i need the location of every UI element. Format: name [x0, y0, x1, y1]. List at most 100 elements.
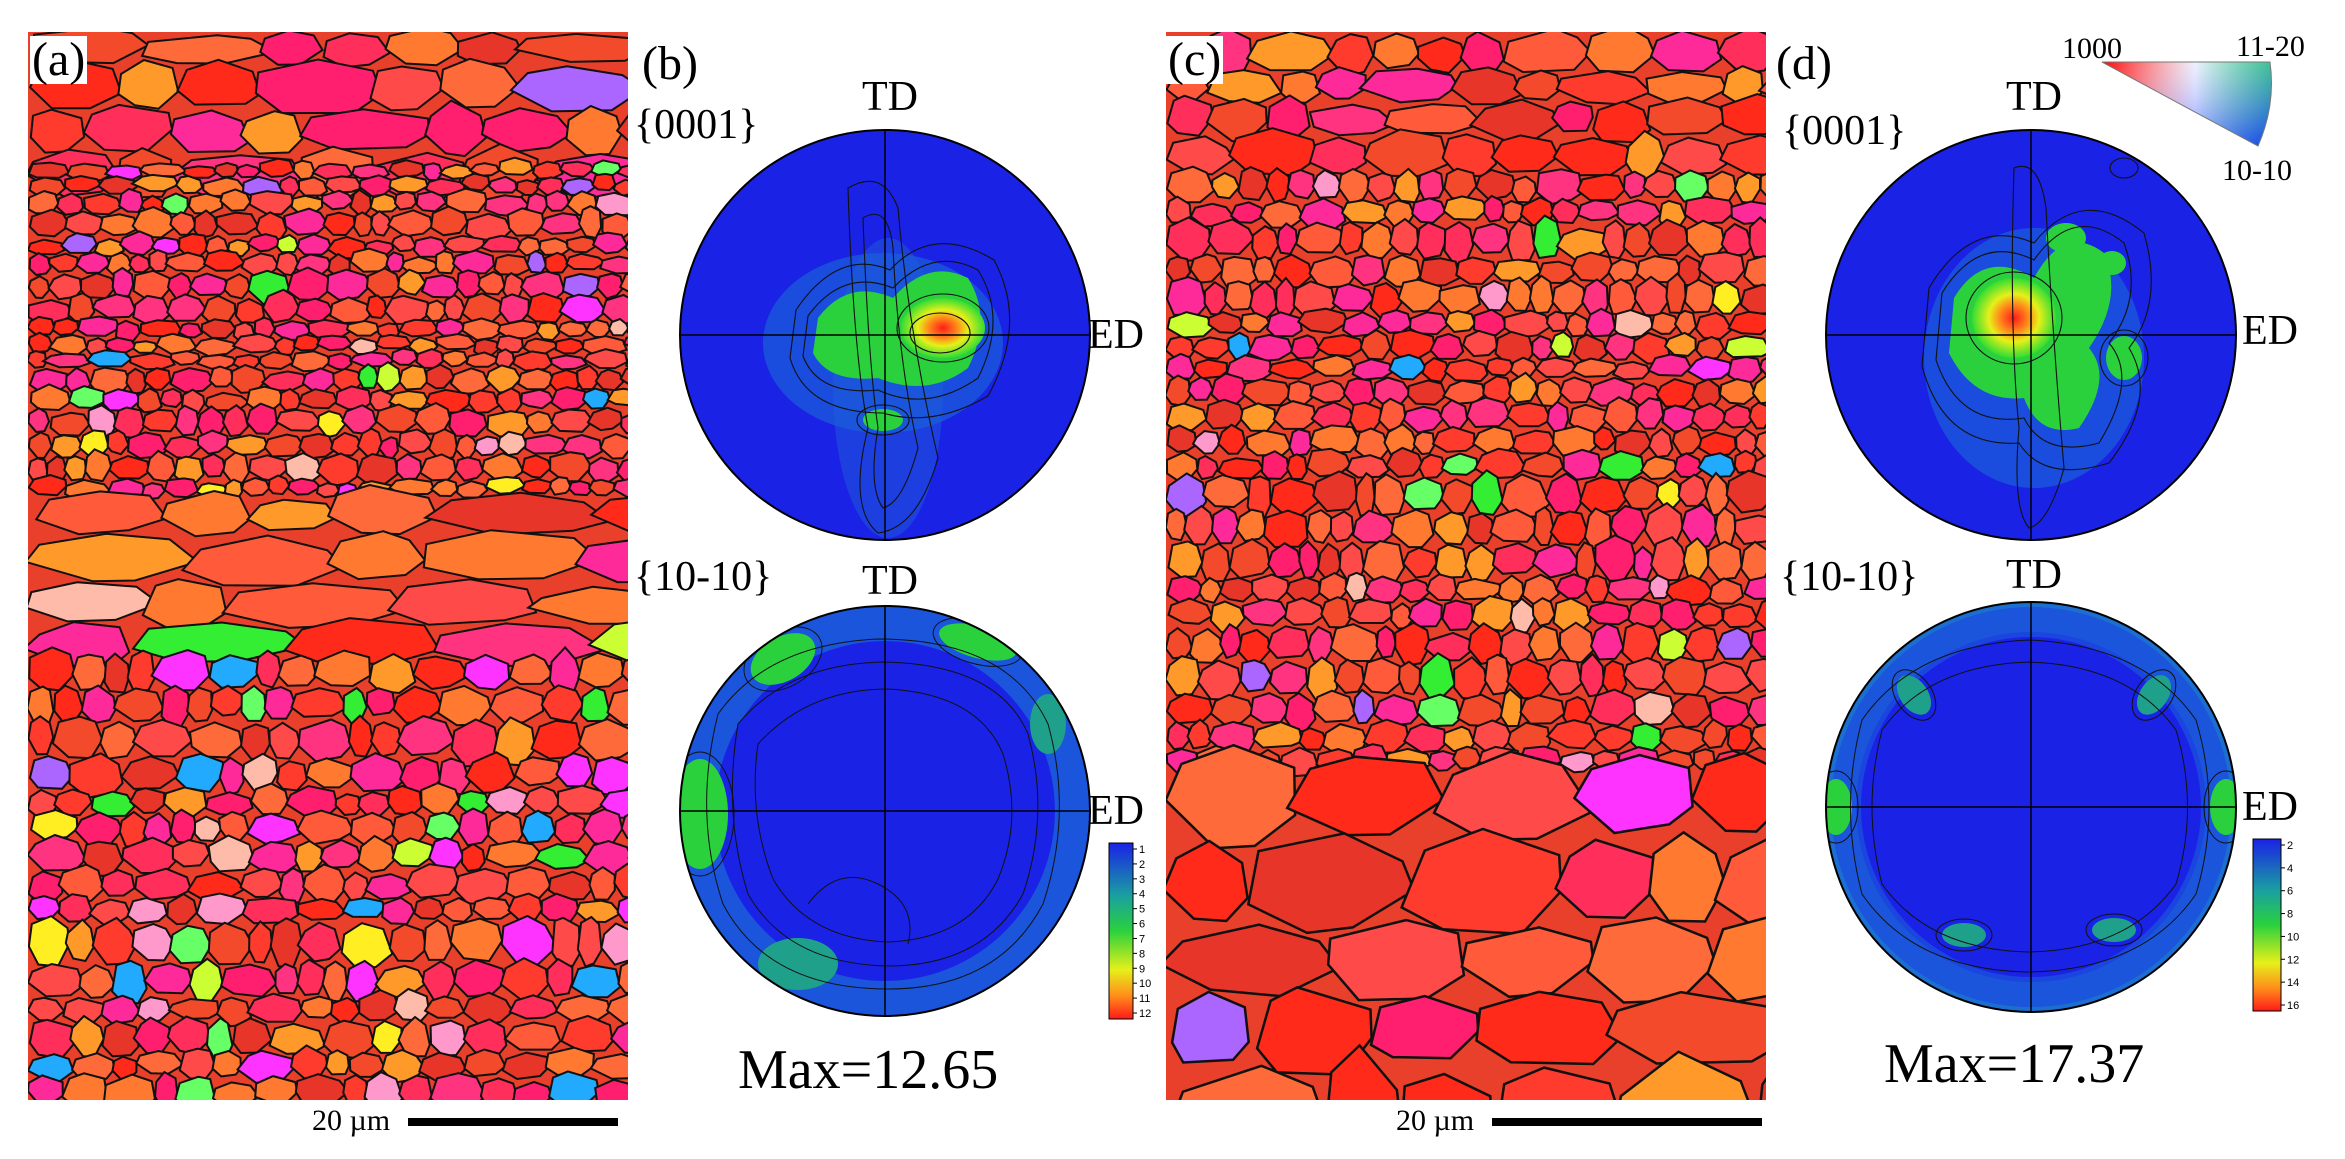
grain: [148, 248, 169, 273]
grain: [1565, 312, 1590, 338]
grain: [396, 714, 456, 757]
grain: [1239, 312, 1271, 334]
grain: [63, 455, 88, 482]
grain: [554, 337, 586, 355]
grain: [1198, 576, 1223, 604]
grain: [208, 365, 235, 388]
grain: [498, 156, 534, 176]
grain: [1427, 749, 1457, 772]
grain: [1660, 598, 1698, 631]
grain: [1363, 575, 1405, 604]
grain: [246, 992, 303, 1023]
grain: [445, 187, 488, 214]
grain: [1189, 253, 1224, 284]
grain: [1178, 1064, 1319, 1100]
grain: [625, 325, 628, 334]
grain: [525, 585, 628, 625]
grain: [223, 272, 252, 300]
grain: [1268, 660, 1309, 695]
grain: [1696, 452, 1736, 479]
grain: [188, 721, 244, 759]
grain: [1267, 358, 1318, 380]
grain: [296, 958, 326, 997]
grain: [620, 414, 628, 435]
grain: [1474, 168, 1517, 201]
grain: [60, 1072, 109, 1100]
grain: [1490, 134, 1560, 173]
grain: [386, 578, 538, 626]
grain: [183, 165, 219, 179]
grain: [1359, 328, 1392, 361]
grain: [577, 204, 603, 239]
grain: [1229, 201, 1264, 224]
grain: [1286, 453, 1308, 481]
grain: [620, 813, 628, 840]
grain: [132, 340, 158, 354]
grain: [1442, 195, 1490, 221]
grain: [1613, 308, 1655, 340]
grain: [1402, 1072, 1492, 1100]
grain: [209, 684, 245, 717]
grain: [290, 350, 332, 373]
grain: [1190, 336, 1231, 360]
grain: [411, 655, 470, 691]
grain: [520, 809, 556, 844]
grain: [1499, 687, 1523, 728]
grain: [547, 1070, 601, 1100]
grain: [387, 784, 423, 817]
grain: [462, 653, 511, 691]
grain: [316, 410, 348, 439]
grain: [128, 787, 166, 815]
td-label-d2: TD: [2006, 552, 2062, 598]
grain: [57, 893, 95, 923]
grain: [98, 213, 140, 237]
grain: [1241, 377, 1293, 407]
grain: [1223, 280, 1255, 311]
grain: [134, 867, 193, 901]
grain: [506, 207, 545, 237]
grain: [622, 336, 628, 347]
grain: [1716, 32, 1766, 75]
grain: [1607, 258, 1640, 283]
grain: [1312, 470, 1359, 513]
grain: [294, 1073, 350, 1100]
grain: [1551, 100, 1594, 133]
grain: [276, 233, 299, 254]
grain: [275, 408, 323, 432]
grain: [1558, 376, 1594, 404]
panel-label-b: (b): [640, 37, 700, 90]
panel-label-c: (c): [1166, 33, 1224, 86]
grain: [520, 478, 552, 495]
legend-tick-label: 7: [1139, 933, 1145, 945]
grain: [28, 962, 85, 998]
grain: [1475, 990, 1624, 1066]
grain: [1534, 356, 1579, 378]
grain: [434, 317, 466, 337]
grain: [1418, 453, 1446, 480]
grain: [167, 997, 220, 1021]
grain: [1746, 694, 1766, 727]
grain: [1502, 32, 1593, 74]
grain: [573, 539, 628, 584]
grain: [1408, 311, 1450, 336]
pole-figure-10-10-b: [678, 604, 1092, 1018]
grain: [1200, 542, 1231, 583]
color-legend-d: 2 4 6 8 10 12 14 16: [2252, 838, 2302, 1014]
grain: [225, 434, 270, 456]
grain: [1656, 627, 1690, 662]
grain: [1352, 688, 1376, 725]
grain: [1505, 401, 1552, 428]
grain: [131, 206, 176, 239]
grain: [1470, 469, 1504, 516]
grain: [174, 174, 204, 195]
grain: [28, 1018, 76, 1060]
grain: [1597, 450, 1646, 481]
grain: [163, 477, 200, 499]
grain: [560, 1014, 614, 1053]
ebsd-map-a-svg: [28, 32, 628, 1100]
grain: [1528, 274, 1555, 315]
grain: [202, 249, 246, 272]
grain: [465, 351, 500, 368]
grain: [67, 385, 107, 409]
grain: [255, 649, 282, 689]
